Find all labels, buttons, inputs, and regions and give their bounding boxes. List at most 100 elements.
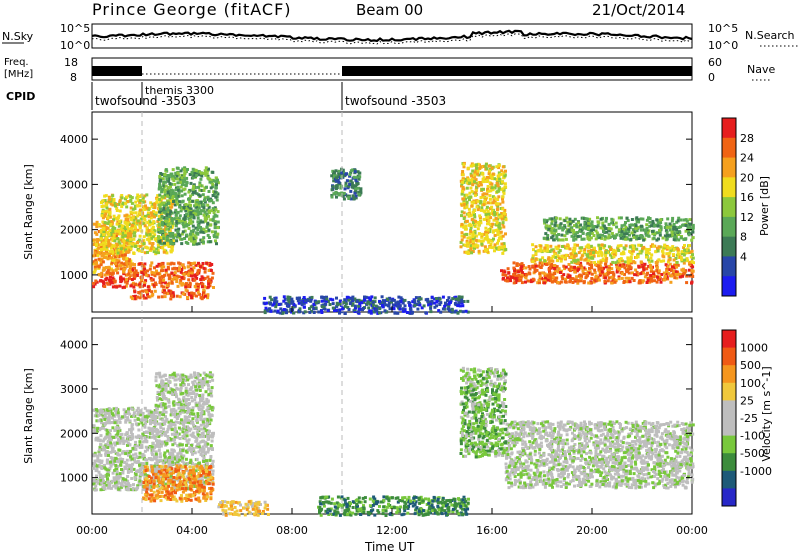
power-cell — [160, 239, 164, 243]
power-cell — [503, 216, 507, 220]
power-cell — [159, 172, 163, 175]
power-cell — [300, 303, 304, 307]
power-cell — [116, 251, 120, 255]
power-cell — [325, 297, 329, 301]
power-cell — [387, 304, 391, 308]
power-cell — [485, 167, 489, 171]
cpid-segment-1: twofsound -3503 — [95, 94, 196, 108]
velocity-cell — [148, 435, 152, 439]
power-cell — [665, 231, 669, 235]
power-cell — [538, 275, 542, 278]
velocity-cell — [212, 431, 215, 435]
power-cell — [470, 251, 474, 255]
power-cell — [159, 185, 163, 189]
power-cell — [471, 233, 475, 237]
power-cell — [671, 265, 674, 269]
power-cell — [102, 224, 106, 228]
power-cell — [130, 218, 134, 222]
power-cell — [118, 284, 122, 288]
power-cell — [635, 216, 639, 220]
power-cell — [589, 236, 593, 240]
power-cell — [465, 233, 469, 236]
velocity-cell — [161, 423, 165, 426]
power-cell — [304, 299, 307, 303]
power-cell — [468, 191, 472, 195]
power-cell — [175, 197, 179, 201]
power-cell — [683, 251, 687, 255]
power-cell — [143, 218, 147, 222]
power-cell — [172, 200, 176, 203]
power-cell — [336, 179, 340, 182]
power-cell — [160, 262, 164, 266]
power-cell — [107, 239, 111, 243]
power-cell — [590, 266, 594, 270]
power-cell — [658, 233, 662, 237]
power-cell — [353, 168, 357, 172]
power-cell — [113, 279, 117, 283]
power-cell — [441, 295, 445, 299]
power-cell — [507, 271, 511, 275]
power-cell — [208, 281, 212, 285]
power-cell — [170, 211, 174, 215]
power-cell — [165, 284, 169, 287]
velocity-cell — [117, 476, 121, 480]
power-cell — [174, 267, 178, 271]
power-cell — [408, 301, 412, 305]
power-cell — [656, 224, 660, 228]
power-cell — [685, 257, 689, 261]
power-cell — [631, 245, 635, 249]
power-cell — [114, 255, 118, 259]
power-cell — [203, 217, 207, 221]
power-cell — [192, 241, 196, 245]
power-cell — [475, 181, 479, 185]
power-cell — [154, 213, 158, 217]
power-cell — [538, 261, 542, 265]
power-cell — [172, 193, 176, 196]
power-cell — [162, 186, 166, 190]
power-cell — [354, 194, 358, 198]
power-cell — [587, 221, 591, 225]
power-cell — [166, 262, 170, 266]
power-cell — [488, 238, 492, 242]
power-cell — [569, 277, 573, 281]
power-cell — [555, 234, 559, 238]
power-cell — [122, 238, 126, 242]
power-cell — [210, 199, 214, 203]
power-cell — [493, 249, 496, 253]
power-cell — [163, 241, 166, 245]
power-cell — [189, 234, 193, 238]
power-cell — [176, 210, 180, 214]
power-cell — [322, 299, 326, 303]
power-cell — [675, 227, 679, 231]
power-cell — [585, 253, 589, 257]
power-cell — [469, 247, 473, 251]
power-cell — [108, 210, 112, 214]
power-cell — [575, 269, 579, 273]
power-cell — [397, 295, 401, 299]
power-cell — [114, 262, 117, 266]
power-cell — [645, 281, 649, 284]
power-cell — [158, 281, 162, 284]
power-cell — [470, 218, 474, 222]
power-cell — [334, 179, 338, 183]
power-cell — [183, 178, 187, 182]
power-cell — [115, 207, 119, 210]
power-cell — [156, 272, 160, 276]
power-cell — [664, 222, 668, 226]
power-cell — [494, 202, 498, 206]
power-cell — [164, 270, 168, 274]
power-cell — [180, 207, 184, 211]
power-cell — [203, 200, 207, 204]
power-cell — [495, 247, 499, 251]
power-cell — [214, 239, 217, 243]
power-cell — [201, 220, 205, 224]
power-cell — [569, 252, 573, 256]
power-cell — [458, 309, 462, 313]
velocity-cell — [132, 411, 136, 415]
power-cell — [108, 229, 112, 232]
power-cell — [438, 303, 442, 306]
power-cell — [569, 220, 573, 224]
noise-trace — [91, 29, 693, 45]
power-cell — [163, 173, 167, 176]
power-cell — [348, 174, 352, 178]
